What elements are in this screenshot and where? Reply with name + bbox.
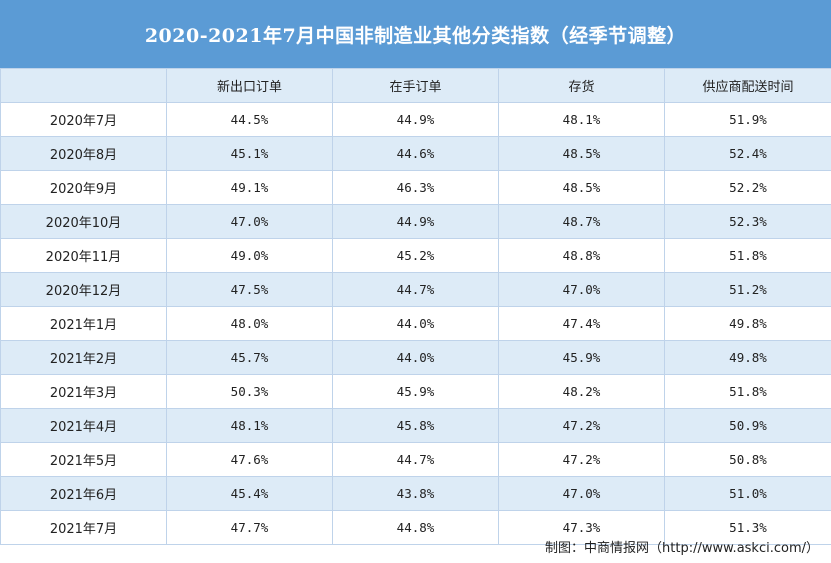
supplier-delivery-cell: 52.4%: [664, 136, 831, 171]
table-row: 2021年3月 50.3% 45.9% 48.2% 51.8%: [0, 374, 831, 409]
supplier-delivery-cell: 51.0%: [664, 476, 831, 511]
new-export-orders-cell: 47.7%: [166, 510, 333, 545]
backlog-orders-cell: 46.3%: [332, 170, 499, 205]
backlog-orders-cell: 44.7%: [332, 272, 499, 307]
supplier-delivery-cell: 51.9%: [664, 102, 831, 137]
table-row: 2020年8月 45.1% 44.6% 48.5% 52.4%: [0, 136, 831, 171]
table-row: 2021年4月 48.1% 45.8% 47.2% 50.9%: [0, 408, 831, 443]
new-export-orders-cell: 45.4%: [166, 476, 333, 511]
month-cell: 2020年9月: [0, 170, 167, 205]
supplier-delivery-cell: 49.8%: [664, 340, 831, 375]
table-body: 2020年7月 44.5% 44.9% 48.1% 51.9% 2020年8月 45.1% 4…: [0, 102, 831, 545]
new-export-orders-cell: 50.3%: [166, 374, 333, 409]
new-export-orders-cell: 45.7%: [166, 340, 333, 375]
inventory-cell: 48.1%: [498, 102, 665, 137]
new-export-orders-cell: 47.6%: [166, 442, 333, 477]
header-row: 新出口订单 在手订单 存货 供应商配送时间: [0, 68, 831, 103]
data-table: 新出口订单 在手订单 存货 供应商配送时间 2020年7月 44.5% 44.9% 4…: [0, 68, 831, 545]
month-cell: 2021年4月: [0, 408, 167, 443]
backlog-orders-cell: 45.9%: [332, 374, 499, 409]
new-export-orders-cell: 48.0%: [166, 306, 333, 341]
month-cell: 2021年5月: [0, 442, 167, 477]
table-row: 2021年7月 47.7% 44.8% 47.3% 51.3%: [0, 510, 831, 545]
inventory-cell: 47.2%: [498, 408, 665, 443]
month-cell: 2020年7月: [0, 102, 167, 137]
supplier-delivery-cell: 50.9%: [664, 408, 831, 443]
inventory-cell: 48.5%: [498, 136, 665, 171]
inventory-cell: 47.2%: [498, 442, 665, 477]
table-row: 2021年6月 45.4% 43.8% 47.0% 51.0%: [0, 476, 831, 511]
new-export-orders-cell: 49.1%: [166, 170, 333, 205]
inventory-cell: 48.8%: [498, 238, 665, 273]
backlog-orders-cell: 45.2%: [332, 238, 499, 273]
supplier-delivery-cell: 51.2%: [664, 272, 831, 307]
new-export-orders-cell: 45.1%: [166, 136, 333, 171]
supplier-delivery-cell: 50.8%: [664, 442, 831, 477]
backlog-orders-cell: 44.7%: [332, 442, 499, 477]
inventory-cell: 48.7%: [498, 204, 665, 239]
backlog-orders-cell: 44.6%: [332, 136, 499, 171]
supplier-delivery-cell: 51.8%: [664, 238, 831, 273]
table-row: 2020年9月 49.1% 46.3% 48.5% 52.2%: [0, 170, 831, 205]
table-row: 2020年10月 47.0% 44.9% 48.7% 52.3%: [0, 204, 831, 239]
inventory-cell: 47.0%: [498, 476, 665, 511]
table-row: 2021年2月 45.7% 44.0% 45.9% 49.8%: [0, 340, 831, 375]
month-cell: 2020年12月: [0, 272, 167, 307]
month-cell: 2021年1月: [0, 306, 167, 341]
chart-title: 2020-2021年7月中国非制造业其他分类指数（经季节调整）: [144, 24, 687, 47]
header-cell-supplier-delivery: 供应商配送时间: [664, 68, 831, 103]
new-export-orders-cell: 47.5%: [166, 272, 333, 307]
backlog-orders-cell: 44.8%: [332, 510, 499, 545]
backlog-orders-cell: 44.0%: [332, 340, 499, 375]
new-export-orders-cell: 47.0%: [166, 204, 333, 239]
header-cell-inventory: 存货: [498, 68, 665, 103]
supplier-delivery-cell: 49.8%: [664, 306, 831, 341]
inventory-cell: 45.9%: [498, 340, 665, 375]
backlog-orders-cell: 44.9%: [332, 204, 499, 239]
month-cell: 2021年7月: [0, 510, 167, 545]
new-export-orders-cell: 44.5%: [166, 102, 333, 137]
month-cell: 2020年8月: [0, 136, 167, 171]
header-cell-month: [0, 68, 167, 103]
source-note: 制图：中商情报网（http://www.askci.com/）: [545, 541, 819, 556]
title-bar: 2020-2021年7月中国非制造业其他分类指数（经季节调整）: [0, 0, 831, 68]
table-row: 2021年5月 47.6% 44.7% 47.2% 50.8%: [0, 442, 831, 477]
supplier-delivery-cell: 51.3%: [664, 510, 831, 545]
table-row: 2020年11月 49.0% 45.2% 48.8% 51.8%: [0, 238, 831, 273]
supplier-delivery-cell: 51.8%: [664, 374, 831, 409]
month-cell: 2021年3月: [0, 374, 167, 409]
inventory-cell: 48.5%: [498, 170, 665, 205]
backlog-orders-cell: 44.0%: [332, 306, 499, 341]
header-cell-backlog-orders: 在手订单: [332, 68, 499, 103]
inventory-cell: 48.2%: [498, 374, 665, 409]
inventory-cell: 47.4%: [498, 306, 665, 341]
header-cell-new-export-orders: 新出口订单: [166, 68, 333, 103]
backlog-orders-cell: 44.9%: [332, 102, 499, 137]
new-export-orders-cell: 48.1%: [166, 408, 333, 443]
table-row: 2021年1月 48.0% 44.0% 47.4% 49.8%: [0, 306, 831, 341]
backlog-orders-cell: 45.8%: [332, 408, 499, 443]
inventory-cell: 47.3%: [498, 510, 665, 545]
table-row: 2020年7月 44.5% 44.9% 48.1% 51.9%: [0, 102, 831, 137]
month-cell: 2020年10月: [0, 204, 167, 239]
month-cell: 2020年11月: [0, 238, 167, 273]
inventory-cell: 47.0%: [498, 272, 665, 307]
supplier-delivery-cell: 52.2%: [664, 170, 831, 205]
table-row: 2020年12月 47.5% 44.7% 47.0% 51.2%: [0, 272, 831, 307]
month-cell: 2021年6月: [0, 476, 167, 511]
supplier-delivery-cell: 52.3%: [664, 204, 831, 239]
month-cell: 2021年2月: [0, 340, 167, 375]
new-export-orders-cell: 49.0%: [166, 238, 333, 273]
backlog-orders-cell: 43.8%: [332, 476, 499, 511]
